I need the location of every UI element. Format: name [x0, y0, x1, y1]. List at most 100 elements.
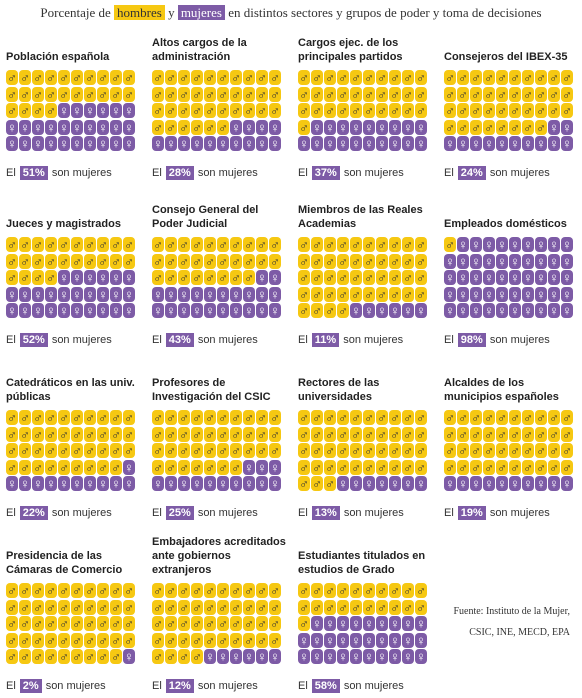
man-icon: [217, 459, 229, 475]
man-icon: [324, 253, 336, 269]
woman-icon: [191, 476, 203, 492]
woman-icon: [363, 119, 375, 135]
woman-icon: [496, 253, 508, 269]
man-icon: [298, 303, 310, 319]
man-icon: [415, 237, 427, 252]
woman-icon: [548, 270, 560, 286]
man-icon: [311, 286, 323, 302]
man-icon: [123, 583, 135, 598]
man-icon: [444, 237, 456, 252]
woman-icon: [457, 303, 469, 319]
source: CSIC, INE, MECD, EPA: [469, 627, 570, 638]
woman-icon: [243, 459, 255, 475]
man-icon: [535, 426, 547, 442]
label-suffix: son mujeres: [51, 334, 112, 346]
man-icon: [152, 616, 164, 632]
woman-icon: [110, 303, 122, 319]
man-icon: [84, 70, 96, 85]
man-icon: [402, 237, 414, 252]
man-icon: [311, 70, 323, 85]
man-icon: [269, 237, 281, 252]
man-icon: [178, 237, 190, 252]
woman-icon: [110, 270, 122, 286]
man-icon: [535, 86, 547, 102]
man-icon: [298, 476, 310, 492]
man-icon: [350, 599, 362, 615]
label-prefix: El: [298, 167, 308, 179]
man-icon: [243, 237, 255, 252]
man-icon: [363, 86, 375, 102]
man-icon: [58, 632, 70, 648]
woman-icon: [230, 303, 242, 319]
man-icon: [84, 426, 96, 442]
man-icon: [457, 443, 469, 459]
man-icon: [457, 103, 469, 119]
panel-title: Embajadores acreditados ante gobiernos e…: [152, 536, 286, 576]
man-icon: [298, 616, 310, 632]
man-icon: [230, 410, 242, 425]
man-icon: [191, 270, 203, 286]
man-icon: [19, 599, 31, 615]
man-icon: [324, 103, 336, 119]
woman-icon: [548, 476, 560, 492]
man-icon: [58, 253, 70, 269]
woman-icon: [496, 136, 508, 152]
man-icon: [298, 253, 310, 269]
man-icon: [376, 253, 388, 269]
man-icon: [217, 253, 229, 269]
woman-icon: [470, 303, 482, 319]
man-icon: [123, 70, 135, 85]
man-icon: [71, 599, 83, 615]
woman-icon: [97, 303, 109, 319]
man-icon: [204, 426, 216, 442]
man-icon: [350, 86, 362, 102]
source: Fuente: Instituto de la Mujer,: [453, 606, 570, 617]
man-icon: [71, 237, 83, 252]
man-icon: [444, 410, 456, 425]
man-icon: [165, 459, 177, 475]
label-suffix: son mujeres: [343, 507, 404, 519]
man-icon: [389, 459, 401, 475]
man-icon: [311, 86, 323, 102]
woman-icon: [363, 476, 375, 492]
man-icon: [230, 270, 242, 286]
man-icon: [311, 443, 323, 459]
man-icon: [6, 237, 18, 252]
man-icon: [350, 103, 362, 119]
man-icon: [269, 583, 281, 598]
man-icon: [217, 583, 229, 598]
man-icon: [298, 426, 310, 442]
man-icon: [6, 583, 18, 598]
woman-icon: [337, 476, 349, 492]
man-icon: [535, 410, 547, 425]
man-icon: [152, 426, 164, 442]
woman-icon: [350, 616, 362, 632]
man-icon: [561, 426, 573, 442]
man-icon: [45, 426, 57, 442]
man-icon: [191, 426, 203, 442]
man-icon: [45, 237, 57, 252]
man-icon: [363, 286, 375, 302]
man-icon: [350, 583, 362, 598]
man-icon: [337, 599, 349, 615]
man-icon: [324, 270, 336, 286]
man-icon: [444, 459, 456, 475]
woman-icon: [444, 476, 456, 492]
woman-icon: [402, 632, 414, 648]
man-icon: [243, 632, 255, 648]
woman-icon: [496, 286, 508, 302]
man-icon: [165, 253, 177, 269]
label-prefix: El: [6, 334, 16, 346]
man-icon: [269, 599, 281, 615]
man-icon: [350, 237, 362, 252]
man-icon: [45, 632, 57, 648]
man-icon: [230, 426, 242, 442]
label-suffix: son mujeres: [45, 680, 106, 692]
woman-icon: [110, 103, 122, 119]
man-icon: [152, 270, 164, 286]
man-icon: [376, 443, 388, 459]
label-suffix: son mujeres: [489, 167, 550, 179]
man-icon: [256, 103, 268, 119]
label-prefix: El: [6, 167, 16, 179]
title-part: en distintos sectores y grupos de poder …: [228, 5, 542, 20]
